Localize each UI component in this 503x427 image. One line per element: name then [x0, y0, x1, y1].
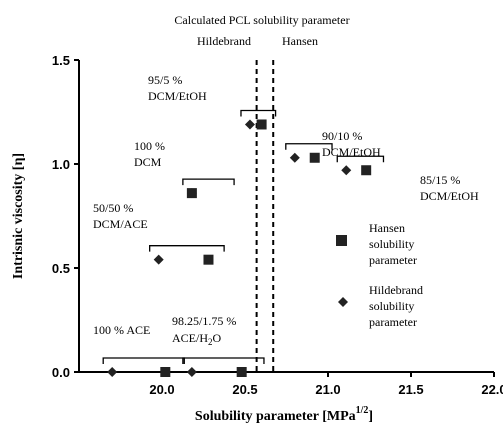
annot-95-5-line1: 95/5 % [148, 73, 182, 87]
annot-85-15-line2: DCM/EtOH [420, 189, 479, 203]
y-tick-label: 1.0 [52, 157, 70, 172]
annotation-bracket [182, 357, 265, 364]
legend-hansen-line1: Hansen [369, 221, 405, 235]
y-axis-title: Intrisnic viscosity [η] [11, 153, 26, 279]
annot-90-10-line2: DCM/EtOH [322, 145, 381, 159]
reference-lines [255, 60, 275, 372]
reference-heading: Calculated PCL solubility parameter [174, 13, 349, 27]
annotation-bracket [182, 178, 235, 186]
reference-label-hansen: Hansen [282, 34, 318, 48]
x-tick-label: 21.0 [315, 382, 340, 397]
x-tick-label: 20.0 [149, 382, 174, 397]
hansen-point [236, 367, 247, 377]
hildebrand-point [341, 165, 352, 176]
hildebrand-point [289, 152, 300, 163]
x-tick-label: 21.5 [398, 382, 423, 397]
legend-hansen-marker [336, 235, 347, 246]
annot-98-ace-h2o-line2: ACE/H2O [172, 331, 222, 347]
hildebrand-point [186, 188, 197, 199]
annot-100-ace: 100 % ACE [93, 323, 150, 337]
annotation-bracket [102, 357, 185, 364]
x-axis-title: Solubility parameter [MPa1/2] [195, 405, 373, 424]
hildebrand-point [244, 119, 255, 130]
annot-100-dcm-line1: 100 % [134, 139, 165, 153]
hansen-point [361, 165, 372, 176]
annot-90-10-line1: 90/10 % [322, 129, 362, 143]
hansen-point [256, 119, 267, 130]
y-ticks: 0.0 0.5 1.0 1.5 [52, 53, 79, 380]
hansen-point [309, 152, 320, 163]
annot-100-dcm-line2: DCM [134, 155, 162, 169]
y-tick-label: 0.0 [52, 365, 70, 380]
annot-95-5-line2: DCM/EtOH [148, 89, 207, 103]
annotation-bracket [336, 155, 385, 163]
y-tick-label: 1.5 [52, 53, 70, 68]
reference-label-hildebrand: Hildebrand [197, 34, 251, 48]
hansen-point [203, 254, 214, 265]
annot-85-15-line1: 85/15 % [420, 173, 460, 187]
hansen-point [160, 367, 171, 377]
annotation-bracket [285, 143, 333, 150]
y-tick-label: 0.5 [52, 261, 70, 276]
annot-50-50-line1: 50/50 % [93, 201, 133, 215]
annot-50-50-line2: DCM/ACE [93, 217, 148, 231]
annotation-brackets [102, 109, 385, 364]
x-tick-label: 22.0 [481, 382, 503, 397]
annot-98-ace-h2o-line1: 98.25/1.75 % [172, 314, 236, 328]
legend-hildebrand-marker [338, 297, 348, 307]
hildebrand-point [107, 367, 118, 377]
hildebrand-point [153, 254, 164, 265]
annotation-bracket [240, 109, 277, 117]
x-ticks: 20.0 20.5 21.0 21.5 22.0 [149, 372, 503, 397]
hildebrand-point [186, 367, 197, 377]
legend-hildebrand-line3: parameter [369, 315, 417, 329]
legend-hansen-line2: solubility [369, 237, 414, 251]
x-tick-label: 20.5 [232, 382, 257, 397]
annotation-bracket [149, 245, 225, 252]
legend-hildebrand-line1: Hildebrand [369, 283, 423, 297]
legend-hansen-line3: parameter [369, 253, 417, 267]
data-points [107, 119, 372, 377]
legend-hildebrand-line2: solubility [369, 299, 414, 313]
